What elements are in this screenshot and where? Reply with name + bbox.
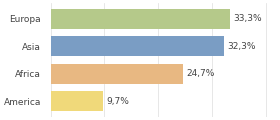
- Text: 32,3%: 32,3%: [228, 42, 256, 51]
- Bar: [51, 91, 103, 111]
- Bar: [51, 9, 230, 29]
- Text: 33,3%: 33,3%: [233, 14, 262, 23]
- Bar: [51, 36, 224, 56]
- Bar: [51, 64, 183, 84]
- Text: 24,7%: 24,7%: [187, 69, 215, 78]
- Text: 9,7%: 9,7%: [106, 97, 129, 106]
